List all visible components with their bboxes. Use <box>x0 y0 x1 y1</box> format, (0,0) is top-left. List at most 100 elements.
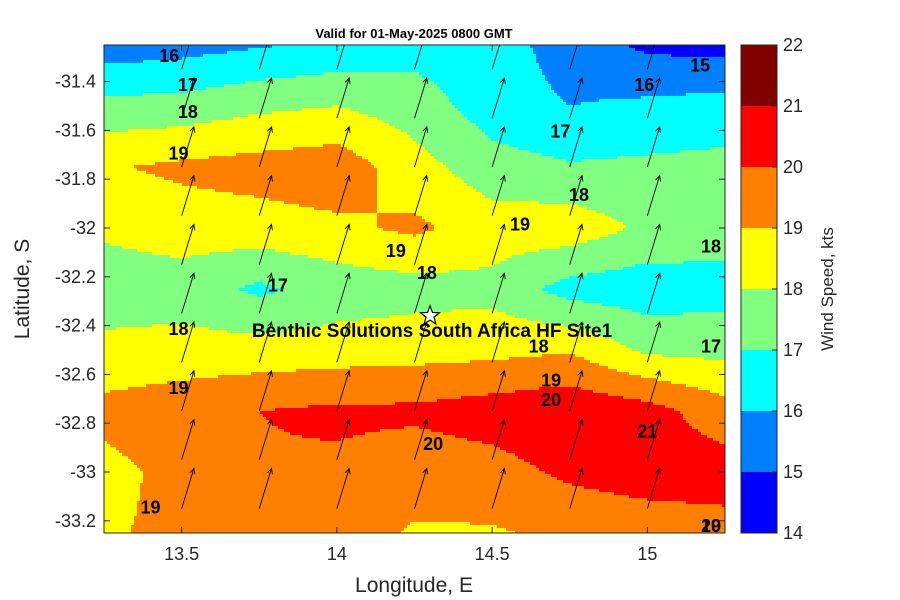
wind-vector <box>181 125 196 168</box>
wind-vector <box>414 45 423 70</box>
x-axis-ticks: 13.5 14 14.5 15 <box>164 45 657 564</box>
wind-vector <box>646 467 662 509</box>
wind-vector <box>336 321 351 363</box>
colorbar-label: Wind Speed, kts <box>818 227 837 351</box>
site-name-label: Benthic Solutions South Africa HF Site1 <box>252 321 613 342</box>
contour-label: 20 <box>423 434 443 454</box>
y-tick-label: -31.8 <box>55 169 96 189</box>
y-tick-label: -33.2 <box>55 511 96 531</box>
wind-vector <box>336 369 351 412</box>
colorbar-tick-label: 19 <box>783 218 803 238</box>
wind-vector <box>646 272 662 314</box>
wind-vector <box>181 272 196 314</box>
y-tick-label: -32.6 <box>55 364 96 384</box>
wind-vector <box>181 418 196 460</box>
contour-label: 17 <box>701 336 721 356</box>
colorbar-swatch <box>741 167 777 228</box>
colorbar-swatch <box>741 411 777 472</box>
wind-vector <box>414 369 429 412</box>
wind-vector <box>336 45 345 70</box>
wind-vector <box>336 125 351 168</box>
contour-label: 20 <box>701 516 721 536</box>
y-tick-label: -32.4 <box>55 316 96 336</box>
colorbar-tick-label: 18 <box>783 279 803 299</box>
wind-vector <box>646 418 662 460</box>
wind-vector <box>569 45 578 70</box>
wind-vector <box>336 418 351 460</box>
wind-vector <box>258 369 273 412</box>
x-tick-label: 14.5 <box>475 544 510 564</box>
contour-label: 19 <box>701 516 721 536</box>
chart-title: Valid for 01-May-2025 0800 GMT <box>315 26 512 41</box>
contour-label: 21 <box>637 422 657 442</box>
wind-vector <box>181 45 190 70</box>
contour-label: 18 <box>569 185 589 205</box>
colorbar-tick-label: 22 <box>783 35 803 55</box>
wind-vector <box>491 369 506 412</box>
x-tick-label: 13.5 <box>164 544 199 564</box>
wind-vector <box>336 174 351 216</box>
wind-vector <box>569 223 584 265</box>
colorbar-swatch <box>741 45 777 106</box>
wind-vector <box>646 174 662 216</box>
wind-vector <box>258 418 273 460</box>
y-tick-label: -32.2 <box>55 267 96 287</box>
wind-vector <box>181 223 196 265</box>
x-tick-label: 14 <box>327 544 347 564</box>
plot-frame <box>103 44 726 534</box>
wind-vector <box>491 418 506 460</box>
wind-vector <box>414 125 429 168</box>
wind-vector <box>414 467 429 509</box>
wind-vector <box>336 467 351 509</box>
contour-fill-layer <box>104 45 725 533</box>
wind-vector <box>569 418 584 460</box>
contour-label: 19 <box>541 370 561 390</box>
wind-vector <box>569 125 584 168</box>
wind-vector <box>258 467 273 509</box>
wind-vector <box>491 125 506 168</box>
colorbar-swatch <box>741 289 777 350</box>
wind-vector <box>569 321 584 363</box>
y-tick-label: -31.4 <box>55 72 96 92</box>
wind-vector-layer <box>181 45 662 509</box>
wind-vector <box>258 125 273 168</box>
wind-vector <box>491 321 506 363</box>
contour-label: 17 <box>178 75 198 95</box>
contour-label: 17 <box>550 122 570 142</box>
wind-vector <box>258 174 273 216</box>
wind-vector <box>414 223 429 265</box>
wind-vector <box>181 321 196 363</box>
wind-vector <box>336 77 351 119</box>
wind-vector <box>258 321 273 363</box>
wind-vector <box>414 418 429 460</box>
wind-vector <box>258 77 273 119</box>
wind-vector <box>491 45 501 70</box>
wind-vector <box>181 467 196 509</box>
wind-vector <box>569 467 584 509</box>
contour-label: 15 <box>690 56 710 76</box>
wind-vector <box>414 272 429 314</box>
y-axis-ticks: -31.4 -31.6 -31.8 -32 -32.2 -32.4 -32.6 -32.8 -3… <box>55 72 725 531</box>
y-tick-label: -32 <box>70 218 96 238</box>
wind-vector <box>258 272 273 314</box>
wind-vector <box>569 272 584 314</box>
contour-label: 19 <box>510 214 530 234</box>
wind-vector <box>646 369 662 412</box>
contour-label: 19 <box>169 144 189 164</box>
contour-label-layer: 15 16 16 17 17 17 17 18 18 18 18 18 18 19 19 19 19 19 19 19… <box>141 46 721 536</box>
y-tick-label: -33 <box>70 462 96 482</box>
contour-label: 16 <box>159 46 179 66</box>
wind-vector <box>258 223 273 265</box>
contour-label: 18 <box>417 263 437 283</box>
colorbar-swatch <box>741 472 777 533</box>
wind-vector <box>414 174 429 216</box>
contour-label: 19 <box>141 497 161 517</box>
colorbar-tick-label: 15 <box>783 462 803 482</box>
wind-vector <box>569 369 584 412</box>
colorbar-swatch <box>741 106 777 167</box>
colorbar-tick-label: 20 <box>783 157 803 177</box>
contour-label: 18 <box>529 336 549 356</box>
site-layer: Benthic Solutions South Africa HF Site1 <box>252 304 613 342</box>
colorbar-tick-label: 21 <box>783 96 803 116</box>
x-tick-label: 15 <box>637 544 657 564</box>
